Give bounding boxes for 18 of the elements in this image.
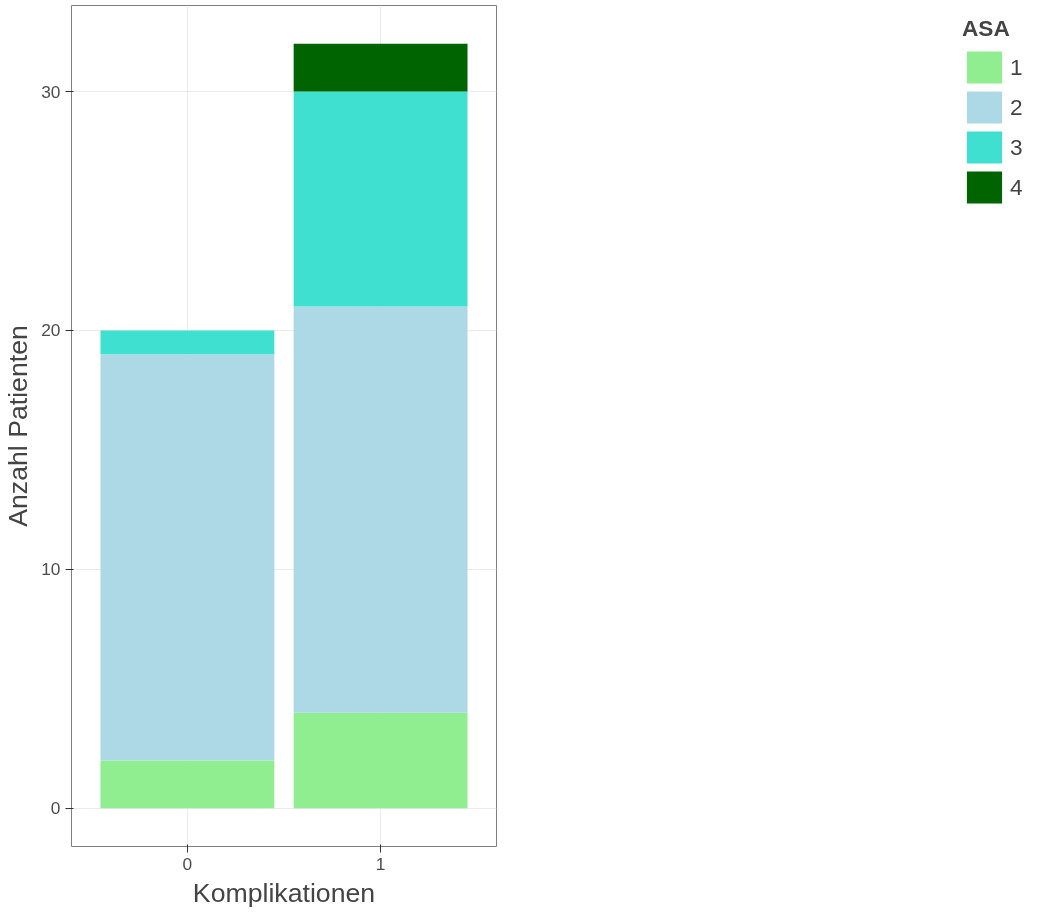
legend-label: 3 [1010,133,1024,161]
legend-label: 2 [1010,93,1024,121]
y-tick-label: 20 [41,320,61,341]
x-axis-title: Komplikationen [192,877,376,908]
legend-label: 4 [1010,173,1024,201]
bar [100,760,275,809]
bar [293,91,468,307]
legend-title: ASA [962,15,1011,42]
y-tick-label: 0 [50,798,61,819]
bar [293,43,468,92]
bar [293,306,468,713]
legend-label: 1 [1010,53,1024,81]
bar [100,354,275,761]
y-tick-label: 10 [41,559,61,580]
bar [293,712,468,809]
bar [100,330,275,355]
y-tick-label: 30 [41,81,61,102]
y-axis-title: Anzahl Patienten [3,325,34,527]
